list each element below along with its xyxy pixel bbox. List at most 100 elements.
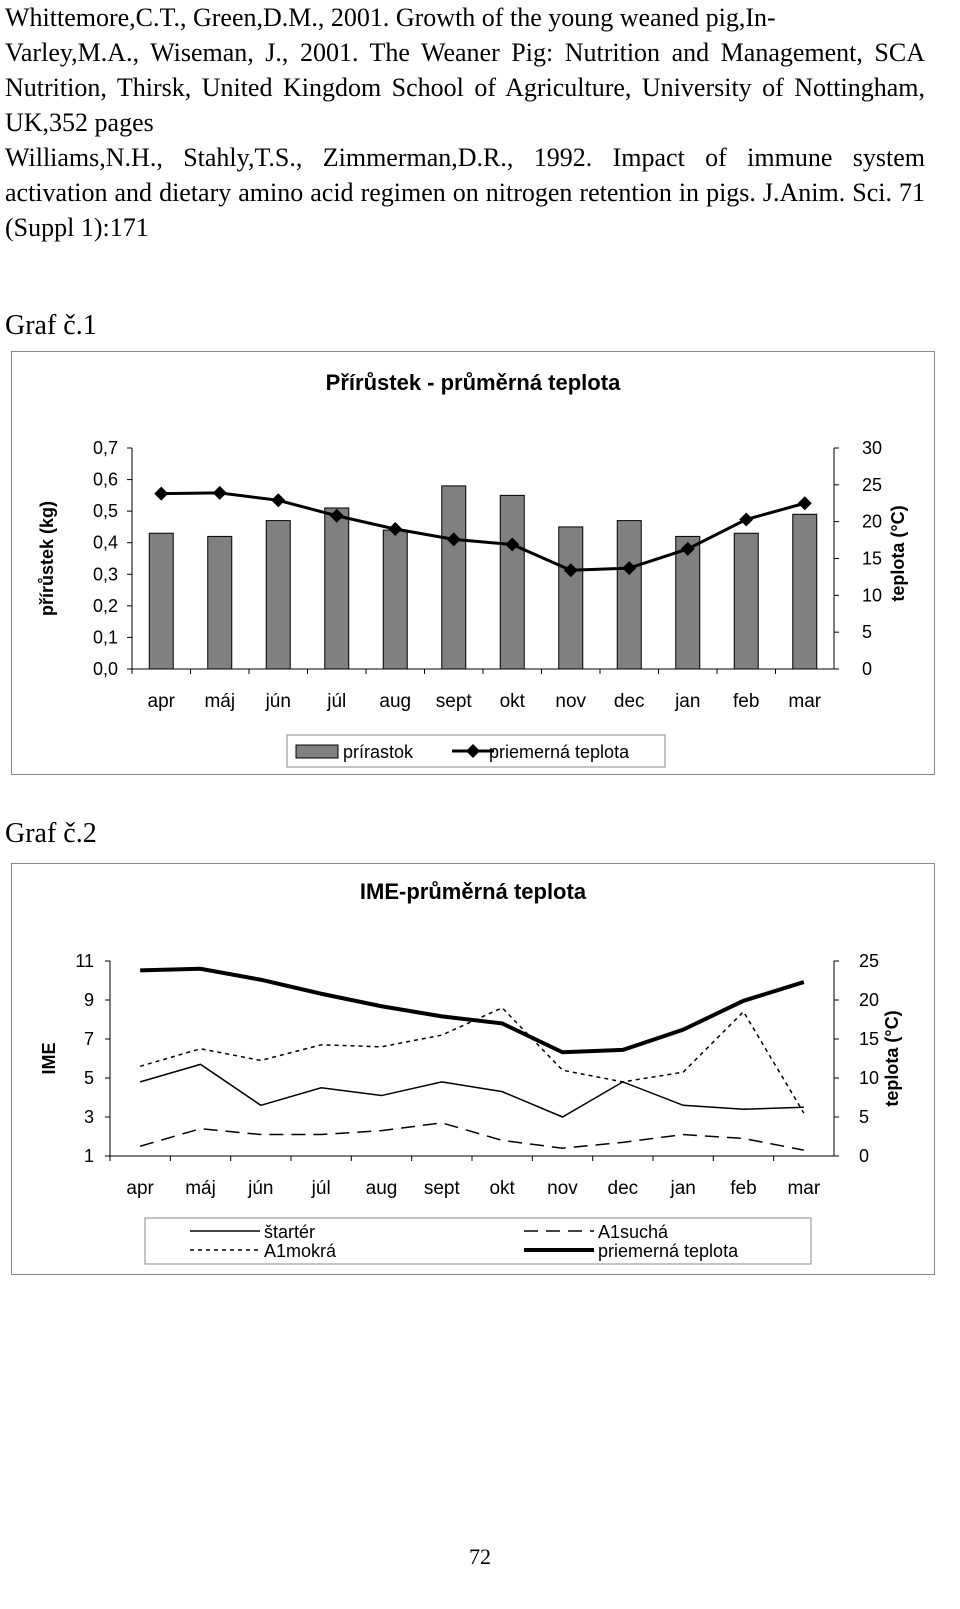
chart1-temperature-point xyxy=(622,561,637,576)
chart2-y2-tick-label: 25 xyxy=(859,951,879,971)
chart1-y2-tick-label: 10 xyxy=(862,585,882,605)
chart1-temperature-point xyxy=(739,512,754,527)
chart2-y2-tick-label: 10 xyxy=(859,1068,879,1088)
chart2-x-tick-label: aug xyxy=(366,1178,398,1199)
chart1-y-tick-label: 0,5 xyxy=(93,501,118,521)
chart2-x-tick-label: sept xyxy=(424,1178,461,1199)
chart1-title: Přírůstek - průměrná teplota xyxy=(326,370,621,395)
graf1-label: Graf č.1 xyxy=(5,310,97,341)
chart1-bar xyxy=(558,526,584,670)
chart1-bar xyxy=(499,494,525,670)
chart2-x-tick-label: jún xyxy=(247,1178,273,1199)
chart1-x-tick-label: jan xyxy=(674,691,700,712)
chart2-frame: IME-průměrná teplota 1 3 5 7 9 11 0 5 10 15 20 25 ap… xyxy=(11,863,935,1275)
chart2-legend-box xyxy=(144,1217,812,1265)
chart1-x-tick-label: júl xyxy=(326,691,346,712)
chart2-x-tick-label: dec xyxy=(608,1178,639,1199)
chart2-x-tick-label: jan xyxy=(669,1178,695,1199)
chart1-x-tick-label: sept xyxy=(436,691,473,712)
chart1-temperature-point xyxy=(388,522,403,537)
chart1-bar xyxy=(675,535,701,670)
chart2-y2-tick-label: 20 xyxy=(859,990,879,1010)
chart1-y-tick-label: 0,6 xyxy=(93,470,118,490)
chart2-y2-tick-label: 15 xyxy=(859,1029,879,1049)
chart1-y-tick-label: 0,4 xyxy=(93,533,118,553)
chart1-x-tick-label: feb xyxy=(733,691,759,712)
chart1-temperature-line xyxy=(161,491,806,572)
chart1-x-tick-label: mar xyxy=(788,691,821,712)
chart1-x-tick-label: apr xyxy=(148,691,176,712)
chart2-series-line xyxy=(140,966,805,1055)
chart1-x-tick-label: aug xyxy=(379,691,411,712)
chart2-x-tick-label: máj xyxy=(185,1178,216,1199)
chart1-temperature-point xyxy=(680,541,695,556)
reference-1-line-1: Whittemore,C.T., Green,D.M., 2001. Growt… xyxy=(5,3,776,32)
chart1-legend-label: prírastok xyxy=(343,742,414,762)
chart1-legend-swatch-marker xyxy=(466,744,480,758)
chart1-temperature-point xyxy=(563,563,578,578)
chart2-x-tick-label: júl xyxy=(311,1178,331,1199)
chart1-bar xyxy=(265,520,291,670)
page-number: 72 xyxy=(469,1544,491,1569)
chart1-y2-tick-label: 15 xyxy=(862,549,882,569)
chart1-y2-tick-label: 0 xyxy=(862,659,872,679)
chart2-y-tick-label: 3 xyxy=(84,1107,94,1127)
references: Whittemore,C.T., Green,D.M., 2001. Growt… xyxy=(5,0,925,245)
chart1-temperature-point xyxy=(212,485,227,500)
chart1-x-tick-label: jún xyxy=(265,691,291,712)
chart1-bar xyxy=(148,532,174,670)
chart1-bar xyxy=(792,513,818,670)
reference-1-rest: Varley,M.A., Wiseman, J., 2001. The Wean… xyxy=(5,38,925,137)
chart1-y2-axis-title: teplota (°C) xyxy=(888,505,908,601)
chart1-y2-tick-label: 5 xyxy=(862,622,872,642)
chart1-svg: Přírůstek - průměrná teplota 0,0 0,1 0,2 0,… xyxy=(37,370,908,768)
chart1-legend-label: priemerná teplota xyxy=(489,742,630,762)
chart1-y2-tick-label: 30 xyxy=(862,438,882,458)
chart2-y2-axis-title: teplota (°C) xyxy=(882,1010,902,1106)
chart1-y-tick-label: 0,1 xyxy=(93,627,118,647)
chart2-x-tick-label: apr xyxy=(126,1178,154,1199)
chart2-y2-tick-label: 5 xyxy=(859,1107,869,1127)
chart2-series-line xyxy=(139,1006,805,1114)
chart2-x-tick-label: nov xyxy=(547,1178,578,1199)
chart1-y-axis-title: přírůstek (kg) xyxy=(37,501,57,616)
chart1-temperature-point xyxy=(446,532,461,547)
chart2-series-line xyxy=(139,1122,804,1151)
chart1-temperature-point xyxy=(329,508,344,523)
chart1-frame: Přírůstek - průměrná teplota 0,0 0,1 0,2 0,… xyxy=(11,351,935,775)
chart1-bar xyxy=(382,529,408,670)
chart1-temperature-point xyxy=(154,486,169,501)
chart2-legend-label: priemerná teplota xyxy=(598,1241,739,1261)
chart2-series-line xyxy=(139,1063,804,1118)
chart2-x-tick-label: okt xyxy=(489,1178,515,1199)
chart1-y-tick-label: 0,3 xyxy=(93,564,118,584)
chart2-y-tick-label: 11 xyxy=(75,951,94,971)
chart1-x-tick-label: okt xyxy=(500,691,526,712)
chart2-y-tick-label: 5 xyxy=(84,1068,94,1088)
chart1-x-tick-label: dec xyxy=(614,691,645,712)
chart1-x-tick-label: nov xyxy=(555,691,586,712)
chart2-svg: IME-průměrná teplota 1 3 5 7 9 11 0 5 10 15 20 25 ap… xyxy=(39,879,902,1265)
chart1-y-tick-label: 0,7 xyxy=(93,438,118,458)
graf2-label: Graf č.2 xyxy=(5,818,97,849)
chart1-y-tick-label: 0,2 xyxy=(93,596,118,616)
reference-2: Williams,N.H., Stahly,T.S., Zimmerman,D.… xyxy=(5,143,925,242)
chart2-legend-label: A1suchá xyxy=(598,1222,669,1242)
chart2-legend-label: A1mokrá xyxy=(264,1241,337,1261)
chart2-x-tick-label: feb xyxy=(730,1178,756,1199)
chart1-temperature-point xyxy=(505,537,520,552)
chart2-y-tick-label: 1 xyxy=(84,1146,94,1166)
chart2-y-tick-label: 9 xyxy=(84,990,94,1010)
chart1-y2-tick-label: 20 xyxy=(862,512,882,532)
chart1-bar xyxy=(324,507,350,670)
chart2-y2-tick-label: 0 xyxy=(859,1146,869,1166)
chart2-title: IME-průměrná teplota xyxy=(360,879,587,904)
chart1-temperature-point xyxy=(797,496,812,511)
chart1-legend-swatch-bar xyxy=(295,744,339,759)
chart1-bar xyxy=(207,535,233,670)
chart1-y2-tick-label: 25 xyxy=(862,475,882,495)
chart1-x-tick-label: máj xyxy=(204,691,235,712)
chart2-y-axis-title: IME xyxy=(39,1042,59,1074)
chart1-temperature-point xyxy=(271,493,286,508)
chart1-y-tick-label: 0,0 xyxy=(93,659,118,679)
